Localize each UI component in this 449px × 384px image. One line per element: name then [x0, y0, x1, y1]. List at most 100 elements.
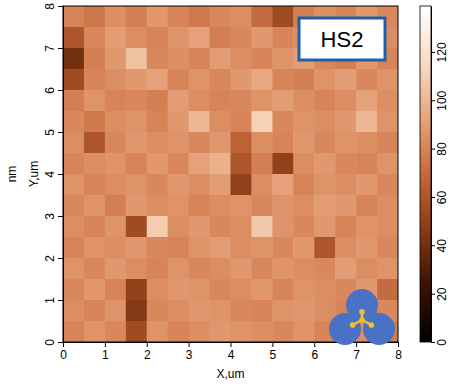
colorbar-tick-label: 120: [435, 42, 449, 62]
y-axis: 012345678: [43, 3, 64, 346]
cell: [314, 195, 335, 217]
x-tick-mark: [105, 342, 106, 347]
cell: [314, 132, 335, 154]
x-axis: 012345678: [60, 342, 402, 362]
y-tick-mark: [58, 258, 63, 259]
cell: [251, 258, 272, 280]
cell: [147, 195, 168, 217]
cell: [251, 6, 272, 28]
cell: [210, 174, 231, 196]
cell: [189, 258, 210, 280]
cell: [272, 111, 293, 133]
cell: [335, 132, 356, 154]
cell: [168, 6, 189, 28]
y-tick: 7: [43, 45, 63, 52]
colorbar-tick: 100: [431, 90, 449, 110]
colorbar-tick-label: 40: [435, 239, 449, 253]
cell: [84, 90, 105, 112]
cell: [272, 90, 293, 112]
cell: [251, 153, 272, 175]
cell: [126, 300, 147, 322]
cell: [272, 132, 293, 154]
cell: [126, 216, 147, 238]
cell: [126, 90, 147, 112]
cell: [231, 279, 252, 301]
cell: [231, 48, 252, 70]
cell: [272, 237, 293, 259]
cell: [147, 153, 168, 175]
cell: [189, 27, 210, 49]
cell: [356, 111, 377, 133]
cell: [272, 258, 293, 280]
cell: [189, 174, 210, 196]
cell: [210, 27, 231, 49]
cell: [63, 174, 84, 196]
icon-dot: [359, 317, 365, 323]
colorbar-tick: 0: [431, 339, 449, 346]
colorbar-title: nm: [5, 166, 19, 183]
cell: [126, 321, 147, 342]
cell: [147, 300, 168, 322]
cell: [147, 258, 168, 280]
icon-circle: [329, 313, 361, 345]
cell: [147, 111, 168, 133]
cell: [335, 69, 356, 91]
icon-dot: [369, 322, 375, 328]
cell: [272, 279, 293, 301]
cell: [168, 300, 189, 322]
x-tick-label: 0: [60, 348, 67, 362]
cell: [126, 6, 147, 28]
cell: [377, 69, 398, 91]
cell: [189, 153, 210, 175]
x-tick: 5: [270, 342, 277, 362]
cells: [63, 6, 398, 342]
cell: [231, 90, 252, 112]
cell: [147, 6, 168, 28]
cell: [272, 195, 293, 217]
cell: [335, 174, 356, 196]
cell: [314, 279, 335, 301]
cell: [126, 153, 147, 175]
colorbar-tick: 20: [431, 287, 449, 301]
cell: [210, 258, 231, 280]
cell: [63, 111, 84, 133]
cell: [231, 153, 252, 175]
cell: [105, 258, 126, 280]
cell: [63, 321, 84, 342]
cell: [63, 258, 84, 280]
cell: [63, 300, 84, 322]
cell: [105, 90, 126, 112]
cell: [189, 279, 210, 301]
y-tick-mark: [58, 48, 63, 49]
cell: [126, 132, 147, 154]
x-tick-mark: [231, 342, 232, 347]
cell: [335, 258, 356, 280]
cell: [293, 153, 314, 175]
colorbar-tick: 40: [431, 239, 449, 253]
cell: [356, 258, 377, 280]
cell: [210, 279, 231, 301]
cell: [168, 195, 189, 217]
cell: [314, 153, 335, 175]
cell: [377, 237, 398, 259]
cell: [210, 6, 231, 28]
cell: [293, 321, 314, 342]
cell: [377, 216, 398, 238]
cell: [105, 111, 126, 133]
cell: [356, 132, 377, 154]
cell: [105, 321, 126, 342]
y-tick: 0: [43, 339, 63, 346]
cell: [251, 300, 272, 322]
colorbar-tick: 60: [431, 190, 449, 204]
colorbar-tick-label: 20: [435, 287, 449, 301]
cell: [251, 279, 272, 301]
colorbar-tick-label: 0: [435, 339, 449, 346]
x-tick-label: 5: [270, 348, 277, 362]
cell: [314, 111, 335, 133]
cell: [272, 216, 293, 238]
cell: [335, 216, 356, 238]
cell: [189, 300, 210, 322]
cell: [84, 6, 105, 28]
cell: [210, 132, 231, 154]
cell: [293, 300, 314, 322]
